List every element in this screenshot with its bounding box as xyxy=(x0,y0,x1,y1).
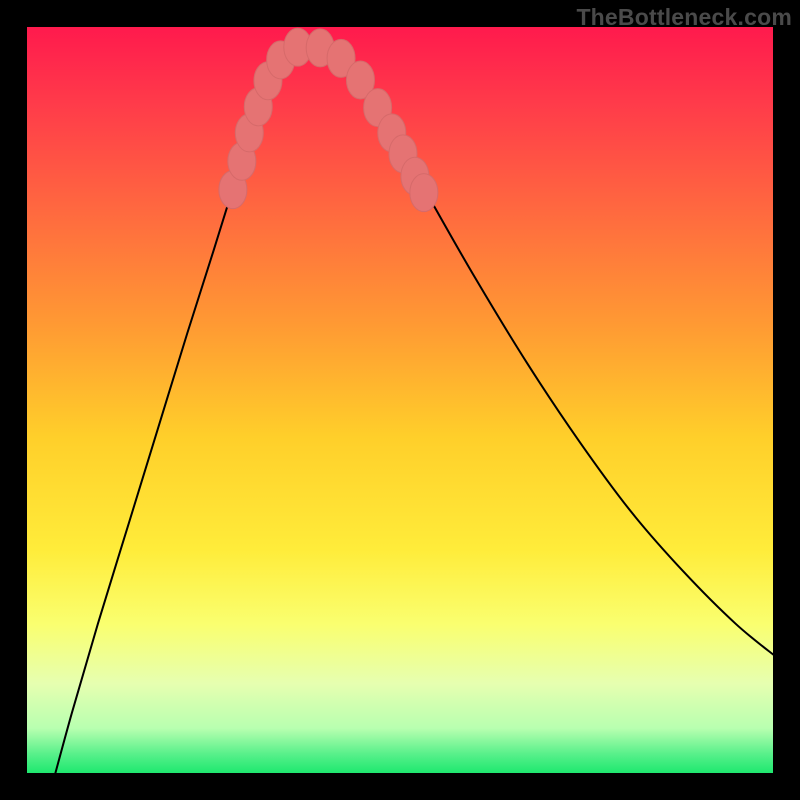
plot-area xyxy=(27,27,773,773)
chart-root: TheBottleneck.com xyxy=(0,0,800,800)
bottleneck-curve-svg xyxy=(27,27,773,773)
watermark-text: TheBottleneck.com xyxy=(576,4,792,31)
curve-marker xyxy=(410,174,438,212)
